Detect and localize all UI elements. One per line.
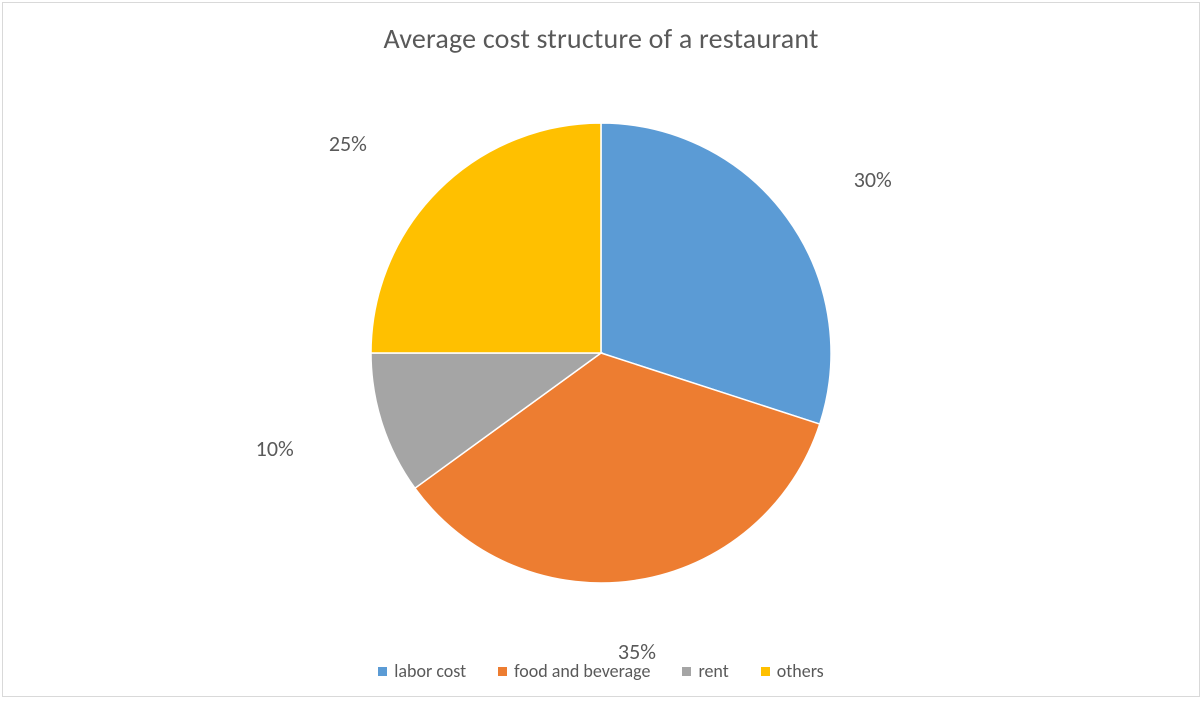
- pie-wrap: [371, 123, 831, 583]
- legend-item-others: others: [761, 660, 824, 682]
- legend-item-rent: rent: [682, 660, 728, 682]
- legend: labor cost food and beverage rent others: [3, 660, 1199, 682]
- legend-item-labor-cost: labor cost: [378, 660, 466, 682]
- legend-swatch: [761, 667, 770, 676]
- legend-swatch: [498, 667, 507, 676]
- legend-label: rent: [698, 660, 728, 682]
- pie-plot-area: 30%35%10%25%: [3, 83, 1199, 623]
- chart-container: Average cost structure of a restaurant 3…: [2, 2, 1200, 697]
- data-label-rent: 10%: [256, 435, 294, 462]
- data-label-labor-cost: 30%: [854, 166, 892, 193]
- chart-title: Average cost structure of a restaurant: [3, 21, 1199, 56]
- legend-swatch: [682, 667, 691, 676]
- legend-item-food-and-beverage: food and beverage: [498, 660, 650, 682]
- data-label-others: 25%: [329, 130, 367, 157]
- pie-slice-others: [371, 123, 601, 353]
- pie-chart: [371, 123, 831, 583]
- legend-label: food and beverage: [514, 660, 650, 682]
- legend-swatch: [378, 667, 387, 676]
- legend-label: others: [777, 660, 824, 682]
- legend-label: labor cost: [394, 660, 466, 682]
